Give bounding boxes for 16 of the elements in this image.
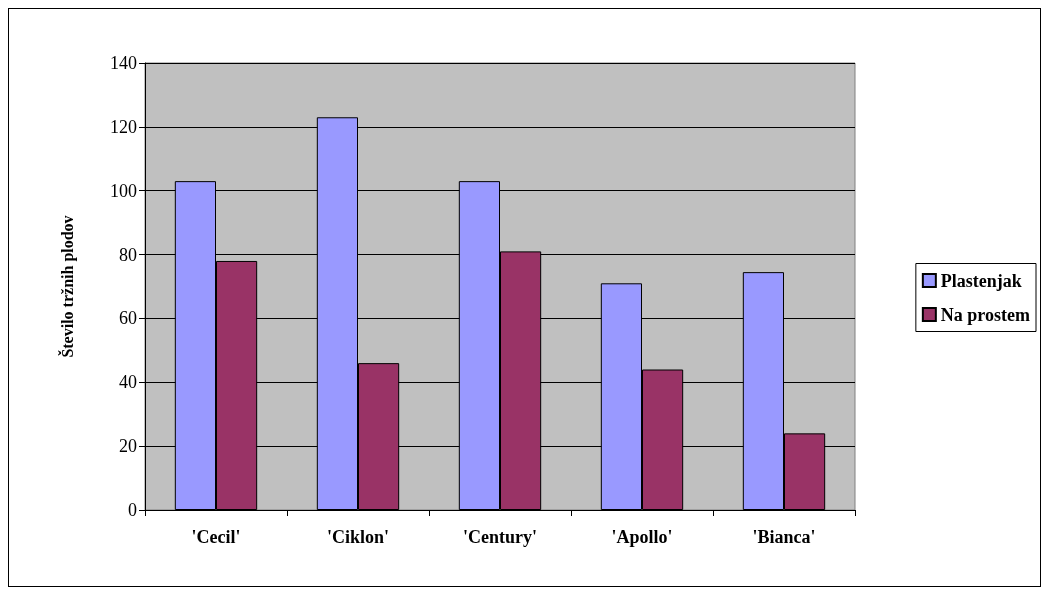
y-axis-title: Število tržnih plodov [57,215,77,358]
y-tick-label: 100 [110,180,137,201]
legend-label: Na prostem [940,304,1031,325]
x-tick-label: 'Cecil' [191,527,241,547]
y-tick-label: 120 [110,116,137,137]
x-tick-label: 'Apollo' [611,527,673,547]
y-tick-label: 40 [119,372,137,393]
y-tick-label: 20 [119,436,137,457]
x-tick-label: 'Bianca' [752,527,816,547]
y-tick-label: 140 [110,53,137,73]
x-tick-label: 'Ciklon' [326,527,390,547]
y-tick-label: 60 [119,308,137,329]
x-tick-label: 'Century' [463,527,537,547]
y-tick-label: 0 [128,500,137,520]
legend-label: Plastenjak [940,270,1022,291]
y-tick-label: 80 [119,244,137,265]
